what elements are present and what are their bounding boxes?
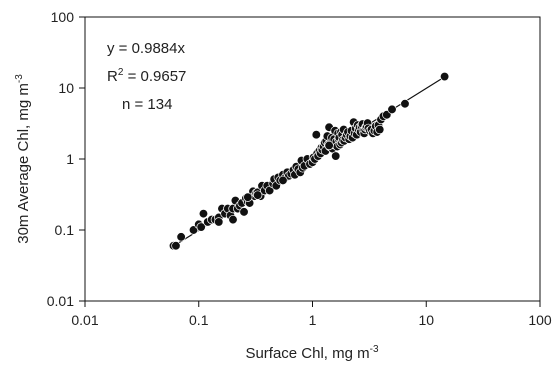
data-point-128 — [324, 140, 334, 151]
annotation-sample-size: n = 134 — [122, 96, 172, 113]
y-tick-label-0: 0.01 — [47, 293, 74, 309]
data-point-132 — [243, 192, 253, 202]
x-tick-label-0: 0.01 — [71, 312, 98, 328]
data-point-126 — [387, 104, 397, 115]
y-tick-label-2: 1 — [66, 151, 74, 167]
y-axis-label: 30m Average Chl, mg m-3 — [14, 74, 32, 244]
annotation-r-squared-prefix: R — [107, 68, 118, 85]
data-point-15 — [228, 214, 238, 225]
x-tick-label-2: 1 — [309, 312, 317, 328]
x-tick-label-1: 0.1 — [189, 312, 209, 328]
axis-ticks: 0.01 0.1 1 10 100 0.01 0.1 1 10 100 — [47, 9, 552, 328]
data-point-133 — [439, 71, 450, 82]
data-point-127 — [400, 99, 410, 109]
annotation-r-squared-value: = 0.9657 — [123, 68, 186, 85]
y-tick-label-1: 0.1 — [55, 222, 75, 238]
y-axis-label-text: 30m Average Chl, mg m — [15, 83, 32, 244]
y-tick-label-4: 100 — [51, 9, 75, 25]
x-axis-label: Surface Chl, mg m-3 — [245, 344, 379, 362]
data-point-21 — [239, 207, 249, 217]
x-axis-label-text: Surface Chl, mg m — [245, 345, 369, 362]
x-tick-label-3: 10 — [418, 312, 434, 328]
data-point-57 — [311, 130, 321, 140]
data-point-78 — [331, 151, 341, 161]
data-point-131 — [214, 217, 224, 227]
data-points — [168, 71, 450, 251]
data-point-2 — [176, 232, 186, 242]
data-point-122 — [375, 124, 385, 135]
annotation-r-squared: R2 = 0.9657 — [107, 67, 186, 85]
annotation-equation: y = 0.9884x — [107, 40, 185, 57]
data-point-5 — [196, 222, 206, 232]
data-point-1 — [171, 241, 181, 251]
x-tick-label-4: 100 — [528, 312, 552, 328]
y-axis-label-exponent: -3 — [14, 74, 25, 83]
data-point-130 — [253, 190, 263, 200]
data-point-129 — [278, 175, 288, 186]
annotation-r-squared-exponent: 2 — [118, 67, 124, 78]
data-point-6 — [198, 208, 209, 219]
x-axis-label-exponent: -3 — [370, 344, 379, 355]
y-tick-label-3: 10 — [58, 80, 74, 96]
